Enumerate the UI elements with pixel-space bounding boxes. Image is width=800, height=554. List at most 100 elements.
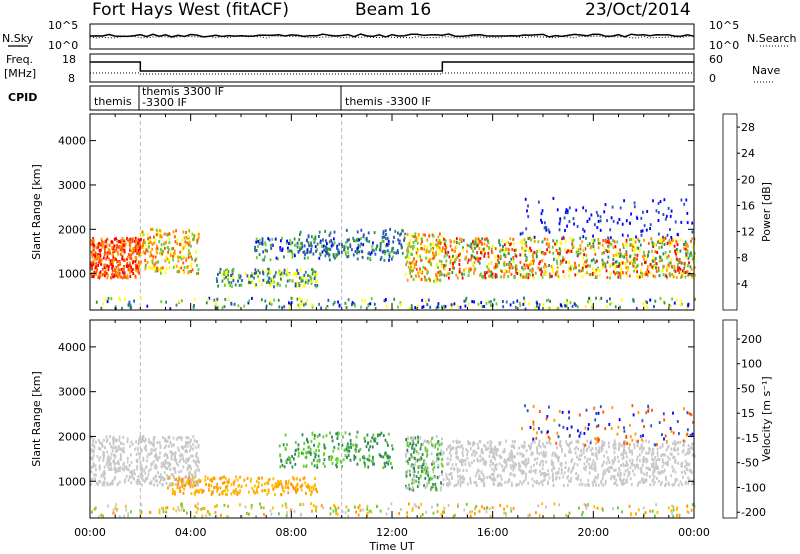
- echo-cell: [383, 235, 386, 239]
- echo-cell: [613, 240, 616, 244]
- echo-cell: [607, 240, 609, 244]
- echo-cell: [462, 248, 464, 252]
- echo-cell: [114, 475, 117, 479]
- echo-cell: [641, 446, 644, 450]
- echo-cell: [678, 270, 681, 274]
- echo-cell: [148, 481, 151, 485]
- echo-cell: [538, 439, 541, 443]
- echo-cell: [576, 248, 579, 251]
- echo-cell: [628, 458, 631, 462]
- echo-cell: [95, 261, 98, 265]
- echo-cell: [192, 443, 195, 447]
- echo-cell: [174, 451, 177, 455]
- echo-cell: [495, 302, 498, 306]
- echo-cell: [146, 249, 149, 253]
- echo-cell: [175, 483, 178, 487]
- echo-cell: [135, 243, 137, 247]
- echo-cell: [538, 200, 540, 204]
- echo-cell: [103, 264, 106, 268]
- echo-cell: [458, 263, 461, 266]
- echo-cell: [300, 297, 303, 301]
- echo-cell: [676, 243, 679, 247]
- echo-cell: [443, 306, 446, 310]
- echo-cell: [636, 275, 638, 279]
- echo-cell: [353, 239, 355, 242]
- echo-cell: [467, 258, 470, 262]
- echo-cell: [367, 231, 370, 235]
- echo-cell: [202, 489, 205, 493]
- echo-cell: [635, 235, 637, 239]
- echo-cell: [597, 246, 600, 250]
- echo-cell: [187, 436, 190, 440]
- echo-cell: [473, 300, 475, 304]
- echo-cell: [188, 475, 190, 479]
- echo-cell: [460, 237, 463, 241]
- echo-cell: [291, 255, 294, 259]
- echo-cell: [548, 440, 550, 444]
- echo-cell: [638, 239, 641, 243]
- echo-cell: [104, 240, 107, 244]
- echo-cell: [592, 459, 595, 463]
- echo-cell: [523, 238, 526, 242]
- echo-cell: [498, 241, 501, 245]
- echo-cell: [449, 239, 452, 242]
- colorbar-tick-label: 4: [741, 278, 748, 291]
- echo-cell: [230, 301, 233, 305]
- echo-cell: [150, 241, 153, 245]
- echo-cell: [384, 464, 387, 468]
- echo-cell: [172, 473, 174, 477]
- echo-cell: [678, 266, 681, 270]
- echo-cell: [393, 251, 396, 255]
- echo-cell: [130, 453, 132, 457]
- echo-cell: [277, 272, 280, 276]
- echo-cell: [450, 467, 452, 470]
- echo-cell: [107, 265, 110, 268]
- echo-cell: [672, 469, 674, 473]
- echo-cell: [282, 274, 284, 278]
- echo-cell: [233, 302, 236, 306]
- echo-cell: [661, 458, 664, 462]
- echo-cell: [512, 445, 515, 448]
- echo-cell: [621, 261, 623, 265]
- echo-cell: [413, 481, 415, 485]
- echo-cell: [585, 260, 587, 264]
- echo-cell: [507, 248, 510, 252]
- echo-cell: [643, 250, 645, 254]
- echo-cell: [426, 248, 428, 252]
- echo-cell: [109, 462, 112, 466]
- echo-cell: [322, 435, 325, 439]
- echo-cell: [421, 305, 424, 309]
- echo-cell: [545, 460, 547, 464]
- echo-cell: [130, 249, 133, 253]
- echo-cell: [521, 454, 524, 458]
- echo-cell: [430, 452, 433, 456]
- echo-cell: [107, 464, 110, 468]
- echo-cell: [478, 241, 481, 245]
- echo-cell: [230, 483, 233, 487]
- echo-cell: [538, 514, 541, 518]
- echo-cell: [423, 248, 426, 251]
- echo-cell: [200, 507, 203, 511]
- echo-cell: [301, 241, 303, 245]
- echo-cell: [354, 304, 357, 308]
- echo-cell: [676, 441, 678, 445]
- echo-cell: [457, 474, 459, 478]
- echo-cell: [532, 257, 535, 261]
- echo-cell: [302, 284, 305, 288]
- echo-cell: [588, 457, 591, 461]
- echo-cell: [590, 213, 593, 217]
- echo-cell: [638, 249, 641, 252]
- echo-cell: [626, 468, 629, 472]
- echo-cell: [509, 464, 512, 468]
- echo-cell: [597, 439, 599, 443]
- echo-cell: [610, 475, 613, 479]
- echo-cell: [179, 454, 181, 458]
- echo-cell: [442, 246, 444, 250]
- echo-cell: [195, 451, 198, 455]
- echo-cell: [118, 438, 121, 442]
- echo-cell: [594, 464, 596, 468]
- echo-cell: [601, 447, 604, 451]
- echo-cell: [596, 259, 598, 263]
- echo-cell: [535, 436, 538, 440]
- echo-cell: [566, 209, 569, 213]
